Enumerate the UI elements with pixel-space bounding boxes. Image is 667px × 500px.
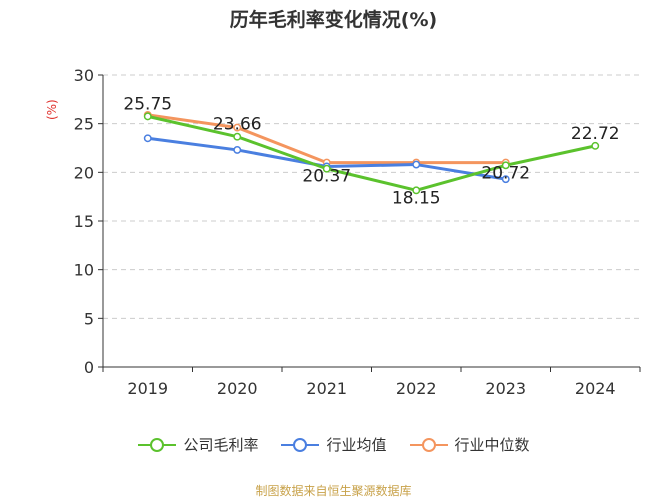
data-point: [591, 141, 600, 150]
y-tick-label: 20: [74, 163, 94, 182]
legend-label: 公司毛利率: [183, 436, 259, 454]
x-tick-label: 2021: [306, 379, 347, 398]
data-point: [143, 134, 152, 143]
y-tick-label: 30: [74, 66, 94, 85]
data-label: 20.72: [481, 163, 530, 183]
data-point: [322, 164, 331, 173]
data-point: [501, 175, 510, 184]
y-tick-label: 10: [74, 261, 94, 280]
legend-swatch: [138, 437, 177, 452]
x-tick-label: 2019: [127, 379, 168, 398]
legend-label: 行业均值: [326, 436, 387, 454]
x-tick-label: 2023: [485, 379, 526, 398]
x-tick-label: 2020: [217, 379, 258, 398]
legend-item[interactable]: 行业均值: [280, 434, 387, 455]
legend-item[interactable]: 行业中位数: [409, 434, 530, 455]
y-tick-label: 25: [74, 115, 94, 134]
y-tick-label: 15: [74, 212, 94, 231]
legend-swatch: [409, 437, 448, 452]
x-tick-label: 2024: [575, 379, 616, 398]
data-point: [233, 132, 242, 141]
data-point: [501, 161, 510, 170]
legend: 公司毛利率 行业均值 行业中位数: [0, 434, 667, 455]
data-point: [412, 186, 421, 195]
legend-swatch: [281, 437, 320, 452]
data-point: [143, 112, 152, 121]
data-point: [233, 123, 242, 132]
data-point: [412, 160, 421, 169]
data-point: [233, 145, 242, 154]
data-label: 20.37: [302, 167, 351, 187]
chart-title: 历年毛利率变化情况(%): [229, 9, 438, 31]
series-line-0: [147, 114, 596, 192]
legend-label: 行业中位数: [454, 436, 530, 454]
y-axis-label: (%): [45, 99, 59, 120]
series-line-2: [147, 113, 506, 165]
y-tick-label: 5: [84, 309, 94, 328]
data-label: 23.66: [213, 115, 262, 135]
data-label: 25.75: [123, 94, 172, 114]
legend-item[interactable]: 公司毛利率: [137, 434, 258, 455]
source-note: 制图数据来自恒生聚源数据库: [255, 484, 412, 498]
x-tick-label: 2022: [396, 379, 437, 398]
y-tick-label: 0: [84, 358, 94, 377]
data-label: 22.72: [571, 124, 620, 144]
data-label: 18.15: [392, 188, 441, 208]
